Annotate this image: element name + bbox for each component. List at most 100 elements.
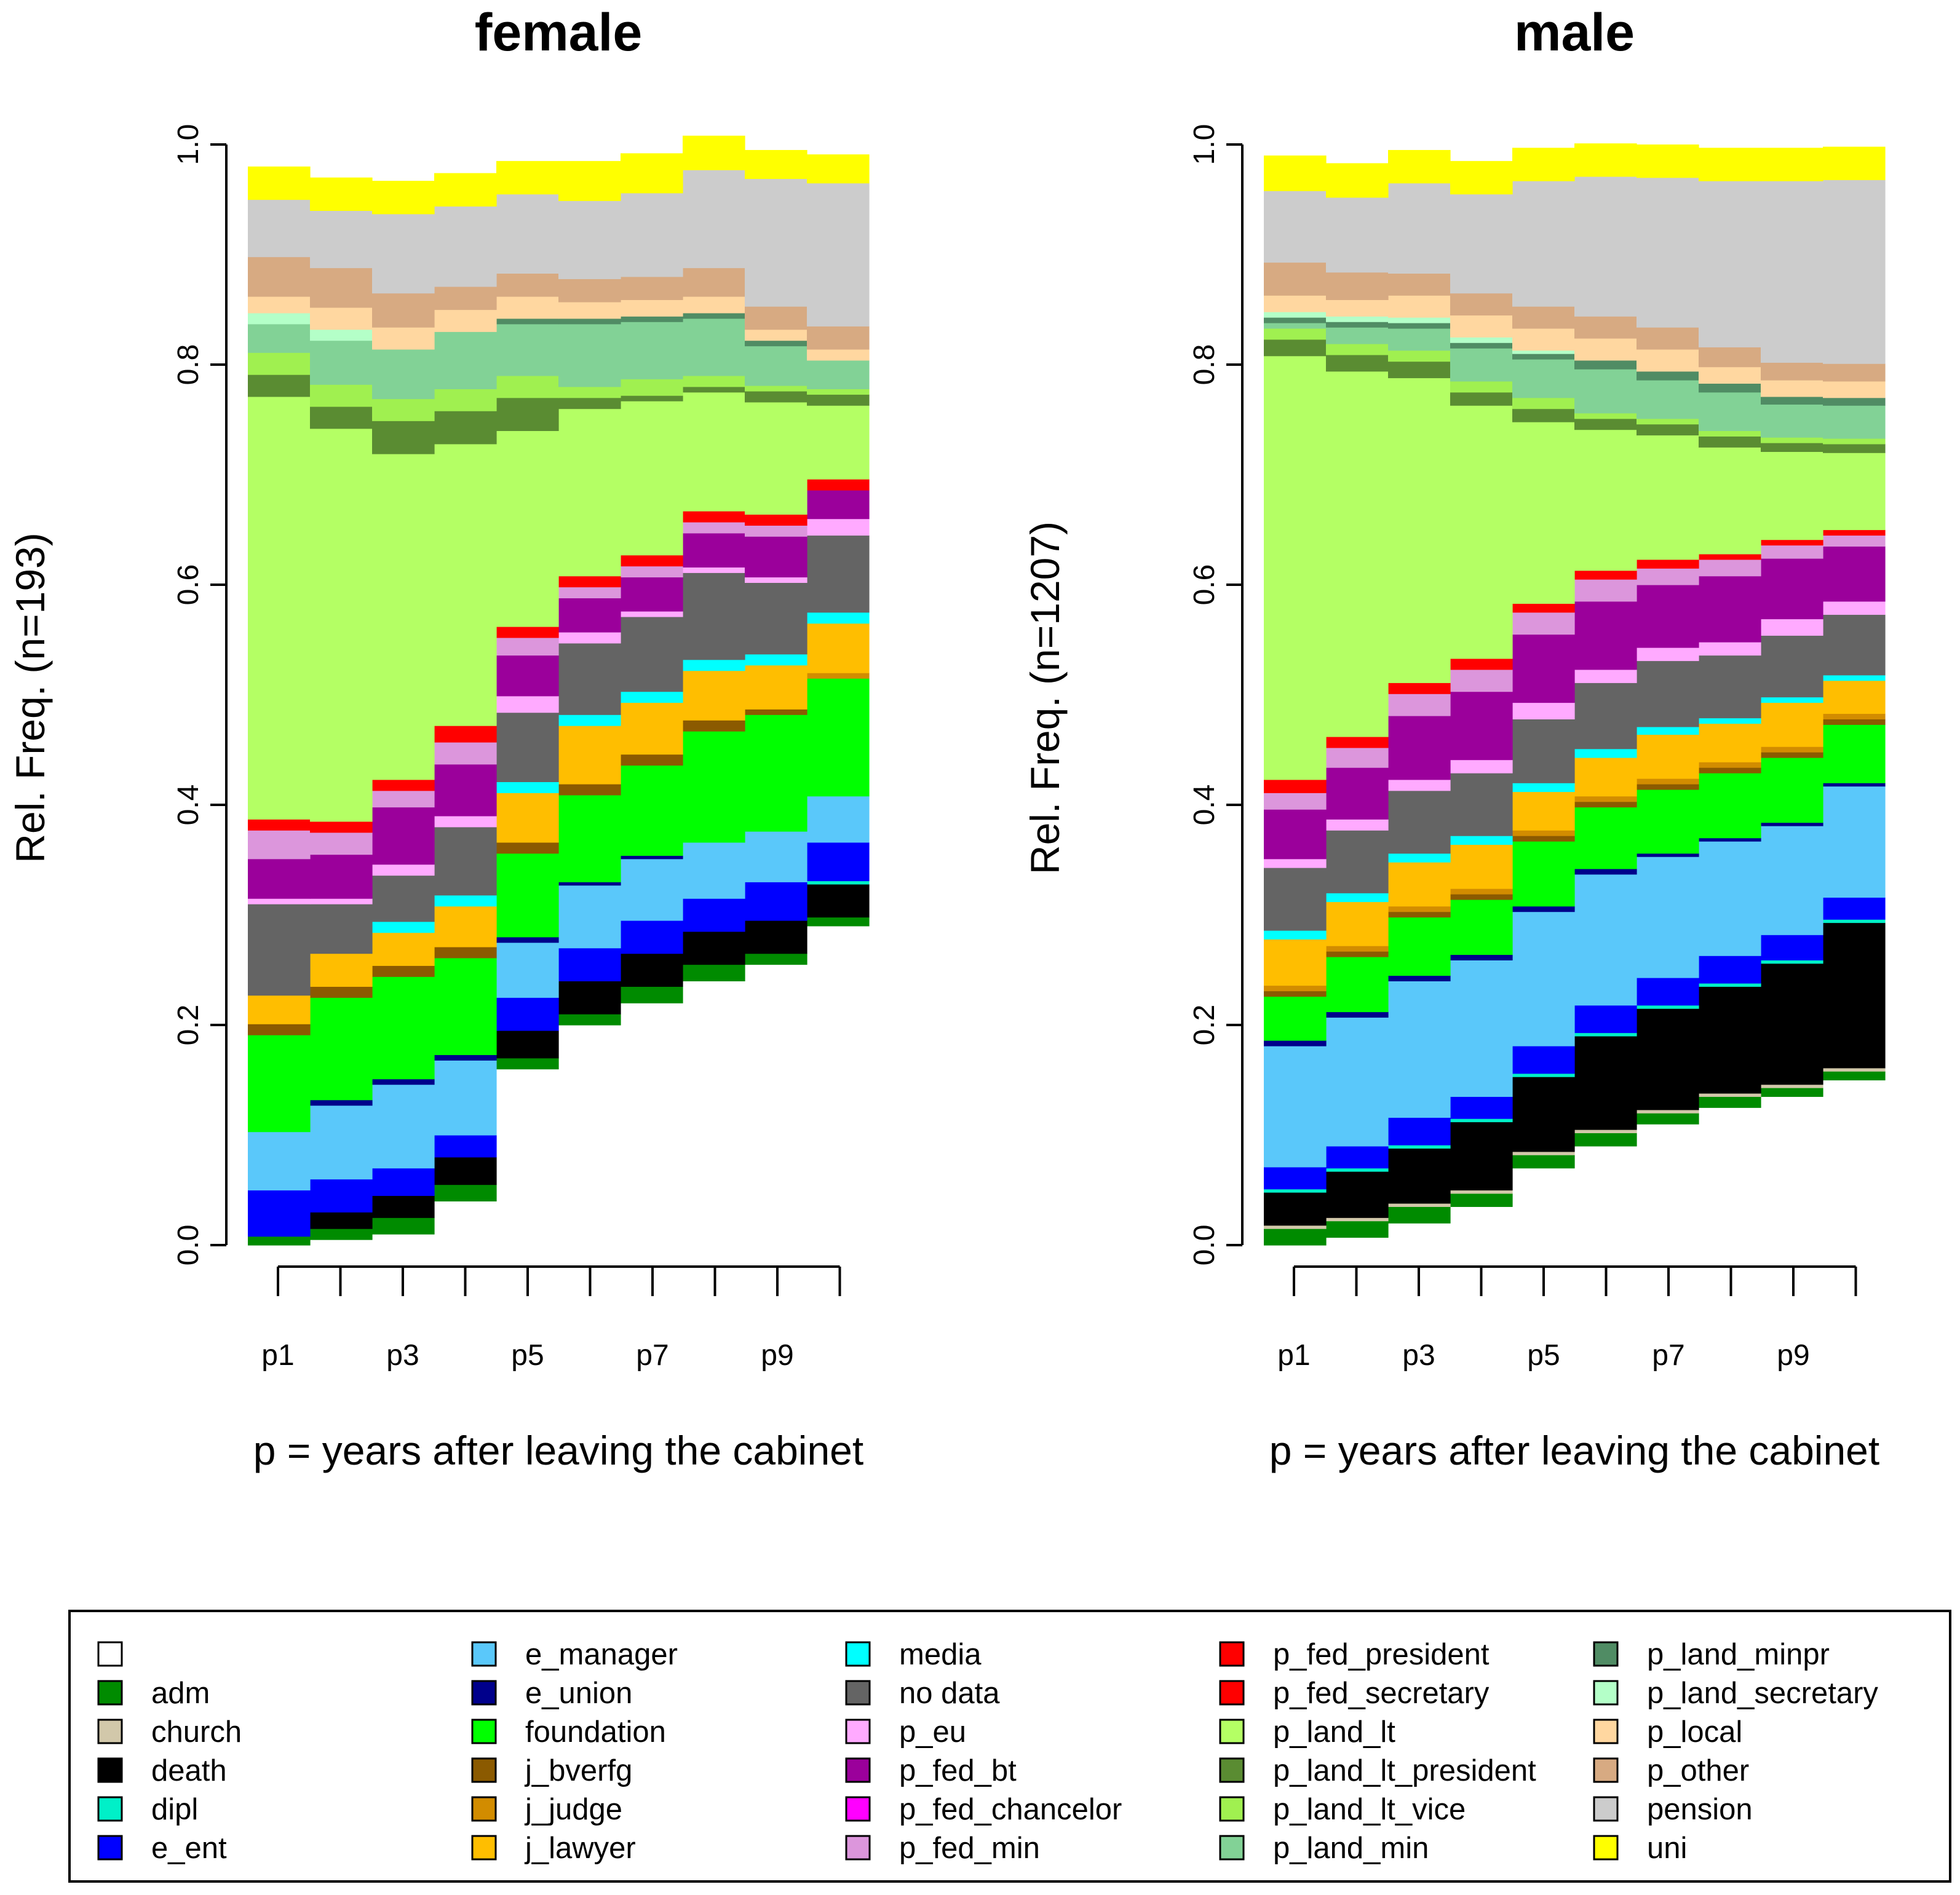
- legend-label-media: media: [899, 1638, 982, 1671]
- female-bar-j-bverfg-p4: [434, 946, 497, 959]
- male-bar-p-land-lt-president-p4: [1450, 392, 1513, 406]
- male-bar-j-bverfg-p6: [1574, 801, 1637, 808]
- male-bar-p-fed-bt-p7: [1637, 585, 1699, 648]
- female-bar-adm-p6: [558, 1014, 621, 1026]
- female-bar-p-other-p7: [621, 276, 683, 300]
- female-bar-j-lawyer-p10: [807, 623, 870, 673]
- female-bar-dipl-p10: [807, 880, 870, 885]
- female-bar-adm-p7: [621, 986, 683, 1003]
- male-bar-death-p8: [1699, 986, 1761, 1094]
- male-bar-e-ent-p9: [1761, 935, 1823, 960]
- female-bar-foundation-p10: [807, 678, 870, 797]
- female-bar-uni-p7: [621, 153, 683, 194]
- legend-swatch-p-land-lt: [1219, 1719, 1245, 1744]
- male-bar-p-fed-bt-p9: [1761, 558, 1823, 620]
- male-bar-p-land-lt-p9: [1761, 451, 1823, 540]
- female-panel: female 0.0 0.2 0.4 0.6 0.8 1.0 Rel. Freq. (n=19…: [7, 3, 870, 1473]
- female-bar-blank-p10: [807, 925, 870, 1246]
- male-bar-church-p3: [1388, 1203, 1451, 1207]
- legend-item-adm: adm: [97, 1677, 210, 1710]
- female-bar-p-land-min-p6: [558, 323, 621, 387]
- male-bar-p-local-p2: [1326, 299, 1389, 317]
- legend-swatch-j-lawyer: [471, 1835, 497, 1861]
- male-bar-foundation-p2: [1326, 957, 1389, 1013]
- female-bar-p-land-lt-p1: [248, 396, 311, 820]
- male-panel: male 0.0 0.2 0.4 0.6 0.8 1.0 Rel. Freq. (n=1207…: [1022, 3, 1886, 1473]
- female-bar-p-land-lt-president-p3: [372, 421, 435, 454]
- male-bar-p-other-p7: [1637, 327, 1699, 350]
- male-bar-dipl-p9: [1761, 960, 1823, 964]
- female-bar-e-union-p6: [558, 882, 621, 886]
- male-bar-p-other-p2: [1326, 272, 1389, 300]
- male-bar-j-bverfg-p7: [1637, 783, 1699, 790]
- female-bar-p-other-p5: [496, 273, 559, 297]
- female-bar-p-fed-min-p5: [496, 637, 559, 656]
- male-bar-media-p10: [1823, 675, 1886, 681]
- legend-box: [68, 1610, 1951, 1883]
- male-bar-death-p1: [1264, 1192, 1327, 1226]
- female-bar-p-land-lt-p5: [496, 430, 559, 627]
- female-series-dipl: [807, 880, 870, 885]
- female-bar-p-local-p1: [248, 296, 311, 314]
- male-bar-e-manager-p7: [1637, 857, 1699, 978]
- male-bar-uni-p5: [1512, 148, 1575, 181]
- male-bar-death-p2: [1326, 1171, 1389, 1218]
- male-bar-dipl-p2: [1326, 1168, 1389, 1172]
- male-bar-p-other-p9: [1761, 362, 1823, 381]
- male-bar-p-fed-min-p3: [1388, 694, 1451, 716]
- female-bar-p-land-lt-vice-p8: [683, 375, 745, 387]
- female-bar-j-bverfg-p2: [310, 986, 373, 998]
- legend-label-e-union: e_union: [525, 1677, 632, 1710]
- male-bar-j-judge-p8: [1699, 762, 1761, 768]
- legend-swatch-p-fed-chancelor: [845, 1796, 871, 1822]
- female-bar-adm-p8: [683, 964, 745, 981]
- male-bar-p-land-minpr-p10: [1823, 397, 1886, 406]
- female-series-e-union: [310, 855, 683, 1106]
- female-bar-j-lawyer-p9: [745, 665, 807, 710]
- female-bar-no-data-p9: [745, 582, 807, 655]
- male-bar-foundation-p3: [1388, 917, 1451, 976]
- male-series-j-judge: [1264, 713, 1886, 992]
- legend-label-pension: pension: [1647, 1793, 1753, 1826]
- male-bar-j-bverfg-p9: [1761, 752, 1823, 758]
- female-bar-foundation-p8: [683, 731, 745, 843]
- female-bar-foundation-p9: [745, 714, 807, 832]
- male-bar-p-land-lt-president-p3: [1388, 361, 1451, 379]
- female-bar-no-data-p3: [372, 875, 435, 922]
- male-bar-j-bverfg-p8: [1699, 767, 1761, 773]
- male-bar-p-other-p1: [1264, 262, 1327, 296]
- male-bar-media-p2: [1326, 893, 1389, 903]
- male-bar-adm-p1: [1264, 1228, 1327, 1246]
- legend-swatch-death: [97, 1757, 123, 1783]
- female-bar-p-eu-p5: [496, 695, 559, 713]
- female-ytick-label: 0.8: [172, 344, 205, 386]
- legend-item-death: death: [97, 1754, 227, 1787]
- female-series-p-land-lt-president: [248, 374, 870, 454]
- female-bar-j-lawyer-p4: [434, 906, 497, 948]
- legend-item-j-lawyer: j_lawyer: [471, 1832, 636, 1865]
- female-bar-p-land-lt-vice-p5: [496, 375, 559, 398]
- male-bar-j-bverfg-p10: [1823, 719, 1886, 725]
- legend-swatch-p-fed-president: [1219, 1641, 1245, 1667]
- male-ytick-label: 0.8: [1188, 344, 1221, 386]
- legend-item-p-fed-bt: p_fed_bt: [845, 1754, 1017, 1787]
- female-bar-foundation-p2: [310, 997, 373, 1101]
- female-bar-p-fed-bt-p2: [310, 854, 373, 899]
- female-bar-death-p7: [621, 953, 683, 987]
- male-bar-e-manager-p5: [1512, 911, 1575, 1046]
- male-bar-blank-p2: [1326, 1237, 1389, 1246]
- female-bar-e-manager-p5: [496, 942, 559, 998]
- legend-item-p-land-lt-vice: p_land_lt_vice: [1219, 1793, 1466, 1826]
- female-bar-e-ent-p1: [248, 1190, 311, 1237]
- female-bar-e-manager-p1: [248, 1131, 311, 1191]
- female-bar-no-data-p8: [683, 572, 745, 660]
- male-bar-p-other-p10: [1823, 363, 1886, 382]
- female-series-p-land-lt-vice: [248, 352, 870, 421]
- male-bar-pension-p4: [1450, 194, 1513, 294]
- female-bar-pension-p7: [621, 192, 683, 277]
- legend-label-p-fed-bt: p_fed_bt: [899, 1754, 1017, 1787]
- male-bar-death-p10: [1823, 922, 1886, 1069]
- male-bar-death-p3: [1388, 1148, 1451, 1204]
- legend-item-dipl: dipl: [97, 1793, 198, 1826]
- male-bar-p-other-p4: [1450, 293, 1513, 316]
